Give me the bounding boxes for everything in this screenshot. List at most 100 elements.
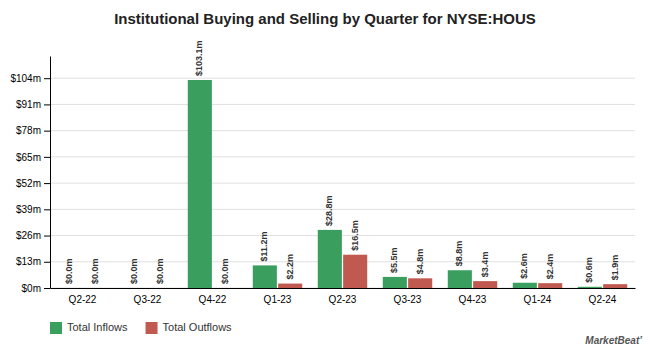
- y-tick-label: $0m: [22, 283, 41, 294]
- bar: [148, 288, 172, 289]
- x-tick: Q1-24: [524, 294, 552, 305]
- data-label: $0.6m: [584, 257, 594, 283]
- data-label: $0.0m: [155, 258, 165, 284]
- x-axis-line: [51, 288, 636, 289]
- x-tick-label: Q3-22: [134, 294, 162, 305]
- bar: [408, 278, 432, 288]
- y-tick-mark: [44, 78, 50, 79]
- grid-line: [50, 209, 635, 210]
- legend-item: Total Outflows: [146, 321, 233, 334]
- y-tick: $78m: [16, 125, 50, 136]
- bar: [253, 265, 277, 288]
- y-tick-label: $26m: [16, 230, 41, 241]
- y-axis-line: [50, 57, 51, 289]
- grid-line: [50, 235, 635, 236]
- y-axis: $0m $13m $26m $39m $52m $65m $78m $91m $104m: [10, 57, 50, 294]
- x-tick-label: Q1-23: [264, 294, 292, 305]
- y-tick-label: $52m: [16, 178, 41, 189]
- y-tick: $65m: [16, 152, 50, 163]
- bar: [213, 288, 237, 289]
- data-label: $2.2m: [285, 254, 295, 280]
- y-tick-mark: [44, 236, 50, 237]
- y-tick-mark: [44, 209, 50, 210]
- bar: [188, 80, 212, 288]
- legend-label: Total Outflows: [163, 321, 233, 333]
- data-label: $11.2m: [259, 231, 269, 261]
- x-tick-label: Q4-23: [459, 294, 487, 305]
- bar: [123, 288, 147, 289]
- data-label: $1.9m: [610, 255, 620, 281]
- legend: Total Inflows Total Outflows: [50, 321, 232, 334]
- x-tick: Q4-22: [199, 294, 227, 305]
- y-tick: $0m: [22, 283, 50, 294]
- y-tick-label: $91m: [16, 99, 41, 110]
- data-label: $2.4m: [545, 254, 555, 280]
- legend-swatch: [146, 322, 158, 334]
- x-tick: Q3-22: [134, 294, 162, 305]
- x-tick-label: Q2-22: [69, 294, 97, 305]
- y-tick-label: $39m: [16, 204, 41, 215]
- x-tick: Q2-24: [589, 294, 617, 305]
- x-tick-label: Q3-23: [394, 294, 422, 305]
- grid-line: [50, 78, 635, 79]
- x-tick-label: Q2-23: [329, 294, 357, 305]
- y-tick-mark: [44, 183, 50, 184]
- bar: [513, 283, 537, 288]
- x-tick-label: Q4-22: [199, 294, 227, 305]
- grid-line: [50, 130, 635, 131]
- x-tick: Q2-22: [69, 294, 97, 305]
- y-tick-mark: [44, 131, 50, 132]
- data-label: $28.8m: [324, 195, 334, 226]
- data-label: $0.0m: [90, 258, 100, 284]
- data-label: $0.0m: [220, 258, 230, 284]
- bar: [603, 284, 627, 288]
- y-tick: $52m: [16, 178, 50, 189]
- data-label: $16.5m: [350, 220, 360, 251]
- data-label: $0.0m: [64, 258, 74, 284]
- annotation: MarketBeat’: [585, 335, 642, 346]
- x-tick: Q4-23: [459, 294, 487, 305]
- bar: [343, 255, 367, 288]
- y-tick: $39m: [16, 204, 50, 215]
- data-label: $0.0m: [129, 258, 139, 284]
- bar: [278, 284, 302, 288]
- y-tick-label: $104m: [10, 73, 41, 84]
- bar: [83, 288, 107, 289]
- bar: [448, 270, 472, 288]
- bars: [188, 80, 627, 288]
- y-tick: $13m: [16, 256, 50, 267]
- data-label: $5.5m: [389, 247, 399, 273]
- bar: [578, 287, 602, 288]
- x-tick: Q2-23: [329, 294, 357, 305]
- y-tick-mark: [44, 157, 50, 158]
- y-tick-mark: [44, 262, 50, 263]
- y-tick: $26m: [16, 230, 50, 241]
- y-tick-mark: [44, 104, 50, 105]
- title: Institutional Buying and Selling by Quar…: [114, 10, 536, 27]
- bar: [318, 230, 342, 288]
- x-tick-label: Q1-24: [524, 294, 552, 305]
- x-tick: Q3-23: [394, 294, 422, 305]
- data-label: $2.6m: [519, 253, 529, 279]
- bar: [473, 281, 497, 288]
- x-tick: Q1-23: [264, 294, 292, 305]
- bar: [538, 283, 562, 288]
- data-label: $4.8m: [415, 249, 425, 275]
- legend-item: Total Inflows: [50, 321, 128, 334]
- grid-line: [50, 104, 635, 105]
- x-tick-label: Q2-24: [589, 294, 617, 305]
- bar: [58, 288, 82, 289]
- y-tick: $104m: [10, 73, 50, 84]
- y-tick-label: $78m: [16, 125, 41, 136]
- y-tick: $91m: [16, 99, 50, 110]
- legend-label: Total Inflows: [67, 321, 128, 333]
- data-labels: $0.0m$0.0m$103.1m$11.2m$28.8m$5.5m$8.8m$…: [64, 40, 619, 284]
- grid-line: [50, 156, 635, 157]
- y-tick-label: $13m: [16, 256, 41, 267]
- y-tick-label: $65m: [16, 152, 41, 163]
- bar: [383, 277, 407, 288]
- y-tick-mark: [44, 288, 50, 289]
- legend-swatch: [50, 322, 62, 334]
- grid-line: [50, 183, 635, 184]
- chart: $0m $13m $26m $39m $52m $65m $78m $91m $104m Q2-2…: [0, 0, 650, 350]
